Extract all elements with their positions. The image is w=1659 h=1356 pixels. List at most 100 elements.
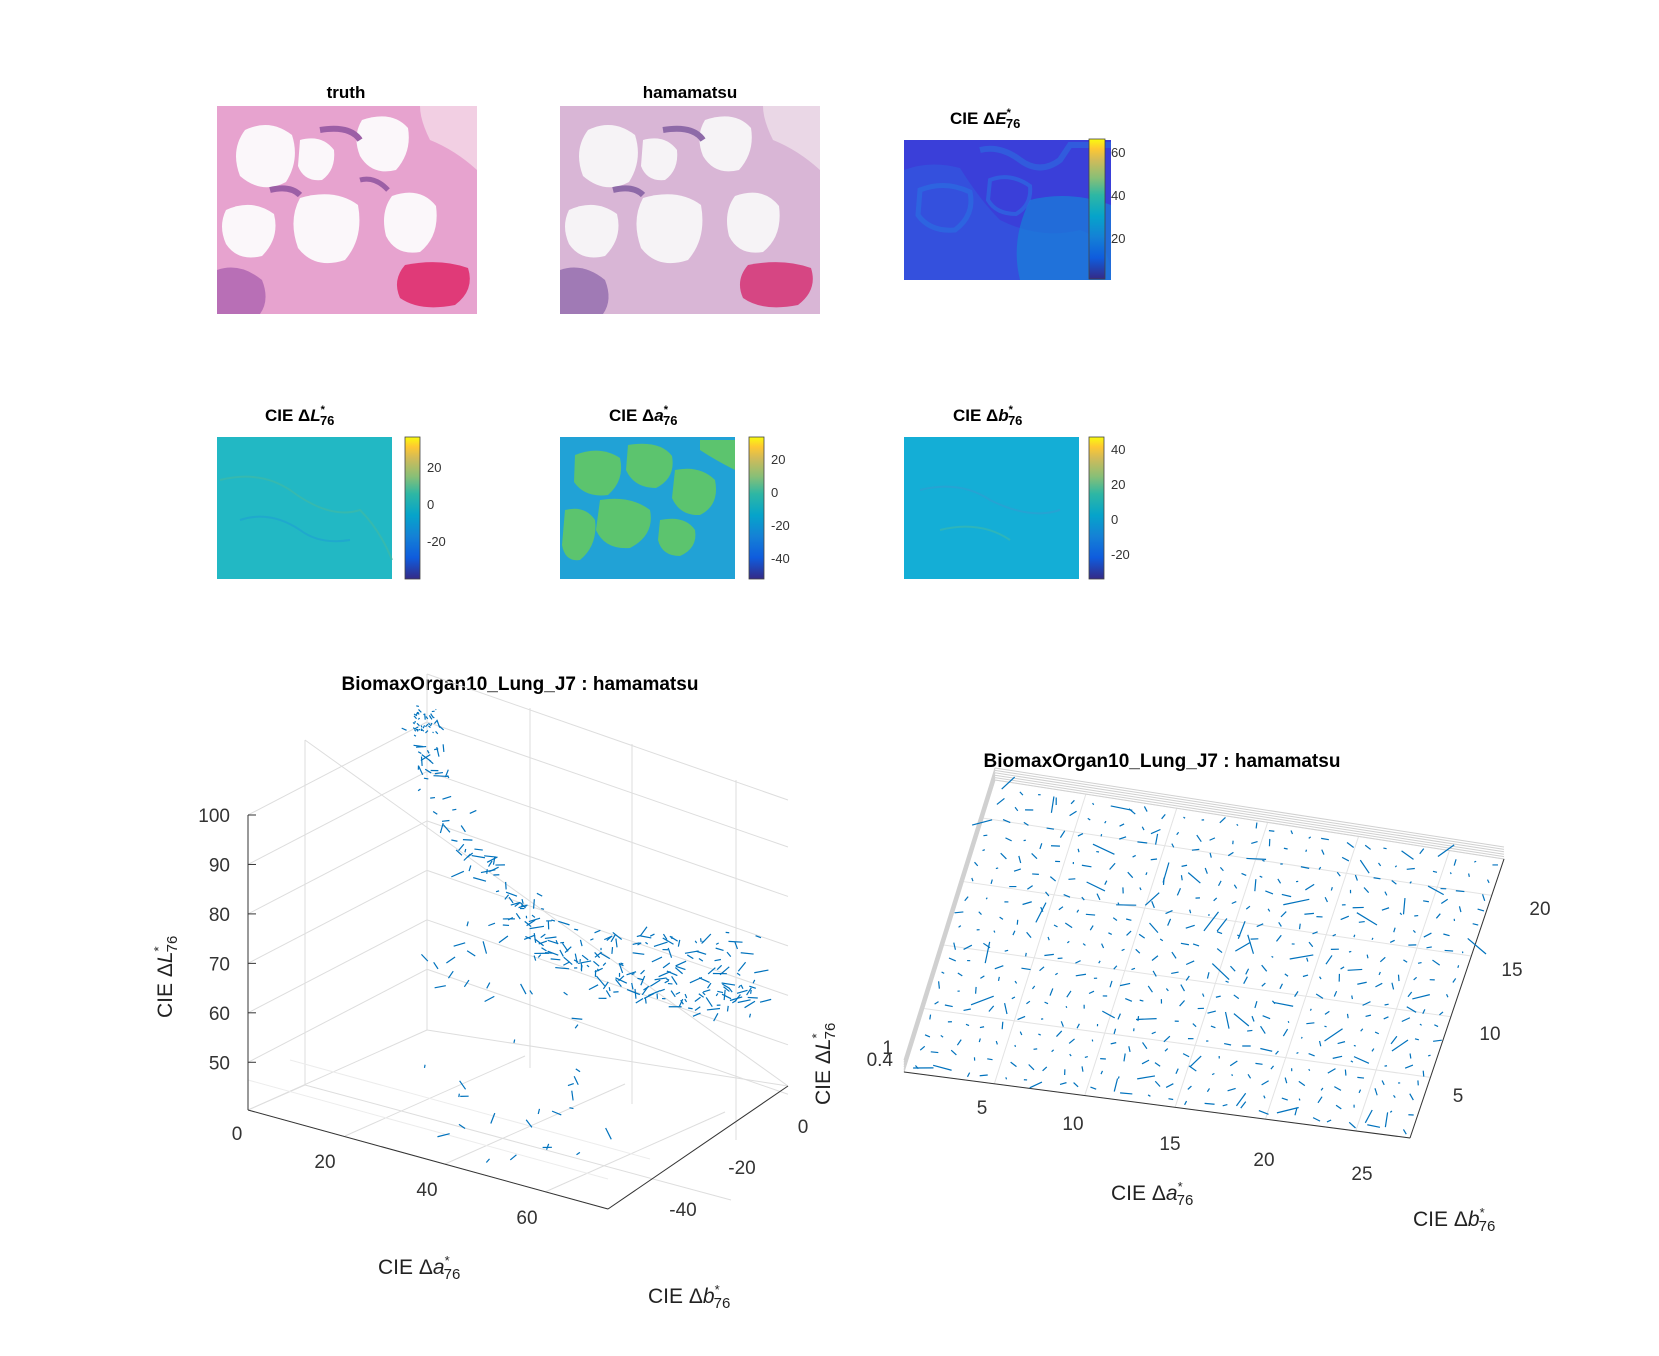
quiver-arrow	[485, 1158, 490, 1163]
quiver-arrow	[1353, 1044, 1356, 1047]
quiver-arrow	[1119, 836, 1127, 840]
x-tick-label: 40	[416, 1180, 437, 1201]
quiver-arrow	[1326, 1119, 1332, 1123]
quiver-arrow	[1419, 1023, 1422, 1026]
quiver-arrow	[1018, 855, 1022, 864]
quiver-arrow	[1165, 1083, 1174, 1088]
quiver-arrow	[1088, 990, 1095, 995]
quiver-arrow	[1191, 848, 1200, 851]
quiver-arrow	[1325, 955, 1333, 965]
quiver-arrow	[1409, 1093, 1414, 1101]
colorbar-tick: 0	[427, 497, 434, 512]
quiver-arrow	[1058, 906, 1064, 911]
quiver-arrow	[1147, 985, 1153, 993]
grid-line	[247, 820, 428, 915]
quiver-arrow	[434, 771, 444, 775]
colorbar-tick: -20	[771, 518, 790, 533]
panel-delta-b-title: CIE Δb* 76	[953, 404, 1022, 428]
quiver-arrow	[425, 730, 429, 734]
quiver-arrow	[950, 1049, 957, 1056]
quiver-arrow	[1284, 973, 1289, 977]
quiver-arrow	[953, 942, 957, 950]
quiver-arrow	[581, 954, 589, 961]
quiver-arrow	[1406, 1006, 1417, 1013]
grid-line	[1355, 850, 1450, 1132]
quiver-arrow	[980, 975, 985, 979]
quiver-arrow	[746, 987, 752, 996]
panel-hamamatsu: hamamatsu	[560, 83, 820, 314]
quiver-arrow	[1255, 822, 1258, 829]
quiver-arrow	[1321, 837, 1329, 841]
quiver-arrow	[1180, 875, 1183, 881]
quiver-arrow	[644, 998, 647, 1004]
quiver-arrow	[417, 711, 420, 715]
quiver-arrow	[574, 928, 579, 931]
quiver-arrow	[561, 942, 569, 952]
quiver-arrow	[555, 966, 570, 970]
quiver-arrow	[1019, 1031, 1023, 1036]
quiver-arrow	[415, 711, 419, 716]
quiver-arrow	[1458, 906, 1462, 913]
quiver-arrow	[1294, 1107, 1298, 1116]
quiver-arrow	[1302, 974, 1309, 978]
quiver-arrow	[717, 990, 724, 994]
quiver-arrow	[1222, 1103, 1228, 1107]
quiver-arrow	[537, 954, 542, 958]
quiver-arrow	[1044, 1001, 1049, 1005]
delta-l-map	[217, 437, 393, 579]
quiver-arrow	[1271, 1000, 1276, 1005]
quiver-arrow	[1206, 1088, 1211, 1093]
left-chart-arrows	[401, 705, 772, 1163]
quiver-arrow	[442, 744, 445, 753]
quiver-arrow	[978, 1038, 981, 1043]
panel-delta-b: CIE Δb* 76 40 20 0 -20	[904, 404, 1130, 580]
left-chart-zlabel: CIE ΔL*76	[151, 936, 181, 1018]
quiver-arrow	[1393, 1094, 1396, 1099]
y-axis-line	[607, 1085, 789, 1210]
quiver-arrow	[1064, 922, 1073, 929]
quiver-arrow	[558, 920, 570, 926]
quiver-arrow	[694, 940, 698, 944]
quiver-arrow	[468, 865, 472, 872]
quiver-arrow	[1332, 933, 1337, 937]
quiver-arrow	[759, 998, 772, 1003]
quiver-arrow	[435, 730, 439, 735]
quiver-arrow	[605, 990, 611, 998]
quiver-arrow	[417, 751, 422, 755]
quiver-arrow	[595, 975, 606, 987]
quiver-arrow	[971, 819, 993, 826]
quiver-arrow	[750, 989, 752, 994]
quiver-arrow	[984, 941, 991, 964]
quiver-arrow	[713, 1013, 719, 1022]
quiver-arrow	[1027, 885, 1033, 890]
quiver-arrow	[1128, 808, 1136, 815]
quiver-arrow	[433, 720, 438, 725]
quiver-arrow	[1211, 963, 1230, 981]
quiver-arrow	[982, 849, 986, 852]
quiver-arrow	[567, 1083, 574, 1087]
quiver-arrow	[1403, 959, 1408, 963]
quiver-arrow	[1251, 840, 1258, 845]
quiver-arrow	[1308, 1053, 1315, 1057]
quiver-arrow	[1110, 805, 1133, 811]
colorbar-tick: -20	[1111, 547, 1130, 562]
quiver-arrow	[1047, 936, 1050, 941]
quiver-arrow	[611, 947, 614, 954]
quiver-arrow	[1371, 1048, 1375, 1052]
quiver-arrow	[1235, 1092, 1247, 1107]
quiver-arrow	[1324, 1028, 1343, 1042]
quiver-arrow	[1117, 902, 1120, 905]
quiver-arrow	[1089, 925, 1094, 931]
quiver-arrow	[1305, 849, 1308, 852]
quiver-arrow	[1281, 1097, 1288, 1101]
quiver-arrow	[1031, 985, 1036, 990]
quiver-arrow	[1391, 1039, 1409, 1052]
quiver-arrow	[669, 935, 678, 942]
grid-line	[1174, 822, 1269, 1108]
quiver-arrow	[1427, 1054, 1431, 1057]
quiver-arrow	[447, 970, 454, 979]
quiver-arrow	[1360, 1028, 1364, 1032]
quiver-arrow	[698, 977, 710, 984]
quiver-arrow	[1145, 872, 1148, 876]
x-tick-label: 10	[1062, 1114, 1083, 1135]
